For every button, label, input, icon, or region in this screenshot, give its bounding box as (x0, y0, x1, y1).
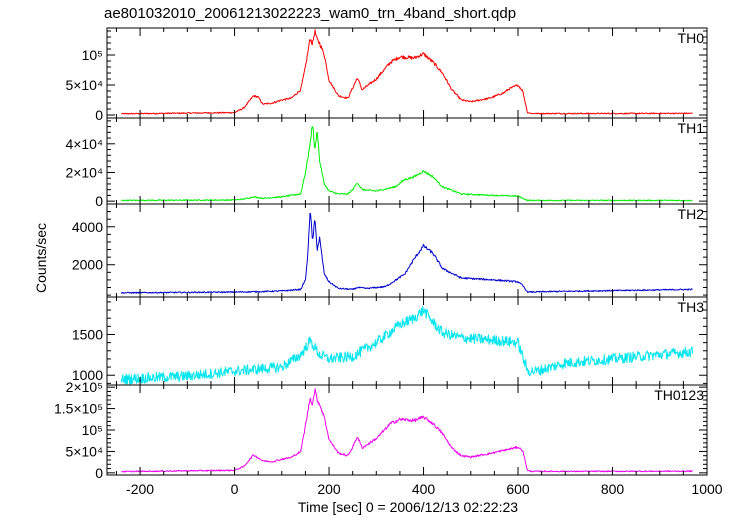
panel-label: TH2 (678, 206, 705, 222)
panel-th1: TH1 0 2×10⁴ 4×10⁴ (65, 117, 708, 209)
chart-title: ae801032010_20061213022223_wam0_trn_4ban… (104, 5, 516, 22)
series-line-th0123 (121, 388, 693, 473)
y-axis-label: Counts/sec (33, 223, 49, 293)
x-tick-label: 0 (231, 481, 239, 497)
y-tick-label: 5×10⁴ (65, 77, 103, 93)
series-line-th2 (120, 212, 693, 294)
panel-frame (106, 27, 708, 119)
y-tick-label: 0 (95, 193, 103, 209)
x-axis-label: Time [sec] 0 = 2006/12/13 02:22:23 (298, 499, 518, 515)
series-line-th3 (120, 306, 694, 385)
y-tick-label: 2×10⁴ (65, 164, 103, 180)
panel-th0: TH0 0 5×10⁴ 10⁵ (65, 27, 708, 123)
panel-label: TH1 (678, 120, 705, 136)
x-tick-label: 200 (317, 481, 341, 497)
x-tick-label: -200 (126, 481, 154, 497)
y-tick-label: 2000 (72, 257, 103, 273)
y-tick-label: 1500 (72, 326, 103, 342)
x-tick-label: 1000 (691, 481, 722, 497)
y-tick-label: 2×10⁵ (66, 379, 103, 395)
x-tick-label: 400 (412, 481, 436, 497)
panel-frame (106, 384, 708, 476)
y-tick-label: 4000 (72, 219, 103, 235)
panel-th3: TH3 1000 1500 (72, 296, 708, 386)
x-tick-label: 800 (601, 481, 625, 497)
panel-label: TH0123 (654, 387, 704, 403)
series-line-th1 (121, 126, 693, 202)
y-tick-label: 5×10⁴ (65, 443, 103, 459)
y-tick-label: 10⁵ (82, 47, 103, 63)
x-tick-label: 600 (506, 481, 530, 497)
y-tick-label: 1000 (72, 367, 103, 383)
y-tick-label: 0 (95, 465, 103, 481)
panel-th2: TH2 2000 4000 (72, 203, 708, 298)
y-tick-label: 0 (95, 107, 103, 123)
y-tick-label: 10⁵ (82, 422, 103, 438)
y-tick-label: 1.5×10⁵ (54, 401, 103, 417)
panel-label: TH3 (678, 299, 705, 315)
series-line-th0 (120, 29, 693, 115)
panel-label: TH0 (678, 30, 705, 46)
panel-frame (106, 117, 708, 205)
y-tick-label: 4×10⁴ (65, 136, 103, 152)
panel-th0123: TH0123 0 5×10⁴ 10⁵ 1.5×10⁵ 2×10⁵ (54, 379, 708, 481)
panel-frame (106, 203, 708, 298)
panels-group: TH005×10⁴10⁵TH102×10⁴4×10⁴TH220004000TH3… (54, 27, 723, 497)
